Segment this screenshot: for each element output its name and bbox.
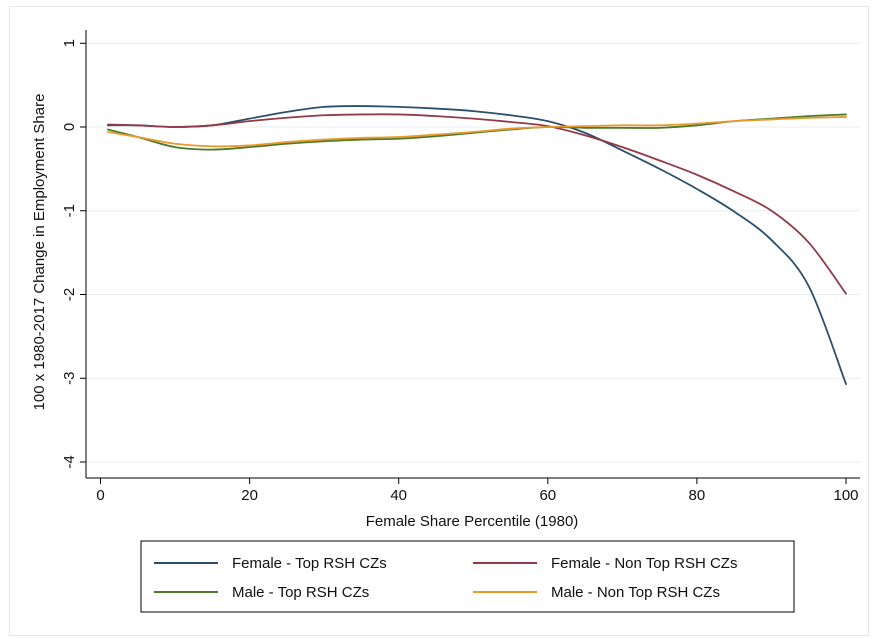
y-tick-label: 1 [61, 39, 78, 47]
x-tick-label: 100 [833, 487, 858, 504]
series-line-female-nontop [107, 113, 847, 295]
x-tick-label: 0 [96, 487, 104, 504]
legend-box [140, 540, 795, 613]
x-tick-label: 60 [539, 487, 556, 504]
series-lines [107, 105, 847, 386]
legend-label-female-top: Female - Top RSH CZs [232, 555, 387, 572]
y-tick-label: -2 [61, 288, 78, 301]
y-axis-title: 100 x 1980-2017 Change in Employment Sha… [31, 94, 48, 411]
x-tick-label: 40 [390, 487, 407, 504]
legend-label-male-nontop: Male - Non Top RSH CZs [551, 584, 720, 601]
x-axis-title: Female Share Percentile (1980) [366, 513, 579, 530]
series-line-male-nontop [107, 116, 847, 148]
x-tick-label: 20 [241, 487, 258, 504]
axes: 1 0 -1 -2 -3 -4 0 20 40 60 80 100 [61, 30, 860, 504]
chart-frame [9, 6, 869, 636]
y-tick-label: -1 [61, 204, 78, 217]
legend-label-female-nontop: Female - Non Top RSH CZs [551, 555, 737, 572]
grid-lines [86, 42, 860, 463]
y-tick-label: -3 [61, 372, 78, 385]
y-tick-label: 0 [61, 123, 78, 131]
series-line-female-top [107, 105, 847, 386]
legend: Female - Top RSH CZs Female - Non Top RS… [140, 540, 795, 613]
x-tick-label: 80 [689, 487, 706, 504]
y-tick-label: -4 [61, 455, 78, 468]
legend-label-male-top: Male - Top RSH CZs [232, 584, 369, 601]
